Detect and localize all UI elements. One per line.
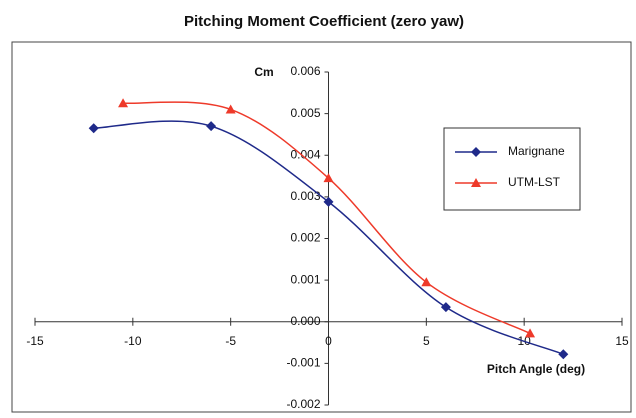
x-axis-label: Pitch Angle (deg) bbox=[487, 362, 585, 376]
marker bbox=[118, 98, 129, 108]
y-tick-label: 0.001 bbox=[290, 272, 320, 286]
y-tick-label: 0.002 bbox=[290, 231, 320, 245]
marker bbox=[421, 277, 432, 287]
y-tick-label: 0.003 bbox=[290, 189, 320, 203]
y-tick-label: 0.000 bbox=[290, 314, 320, 328]
chart-title: Pitching Moment Coefficient (zero yaw) bbox=[184, 13, 464, 30]
marker bbox=[525, 328, 536, 338]
marker bbox=[558, 349, 569, 360]
y-tick-label: -0.001 bbox=[286, 356, 320, 370]
marker bbox=[206, 121, 217, 132]
plot-frame bbox=[11, 41, 632, 413]
x-tick-label: 0 bbox=[325, 334, 332, 348]
y-tick-label: 0.006 bbox=[290, 64, 320, 78]
y-axis-label: Cm bbox=[254, 65, 273, 79]
marker bbox=[323, 196, 334, 207]
legend-label: Marignane bbox=[508, 144, 565, 158]
marker bbox=[440, 302, 451, 313]
marker bbox=[225, 104, 236, 114]
y-tick-label: 0.005 bbox=[290, 106, 320, 120]
x-tick-label: -15 bbox=[26, 334, 44, 348]
y-tick-label: 0.004 bbox=[290, 147, 320, 161]
y-tick-label: -0.002 bbox=[286, 397, 320, 411]
marker bbox=[471, 147, 481, 157]
legend-label: UTM-LST bbox=[508, 175, 561, 189]
legend-box bbox=[443, 127, 581, 211]
marker bbox=[323, 173, 334, 183]
x-tick-label: 15 bbox=[615, 334, 629, 348]
marker bbox=[88, 123, 99, 134]
x-tick-label: -5 bbox=[225, 334, 236, 348]
x-tick-label: -10 bbox=[124, 334, 142, 348]
x-tick-label: 5 bbox=[423, 334, 430, 348]
marker bbox=[471, 178, 481, 187]
